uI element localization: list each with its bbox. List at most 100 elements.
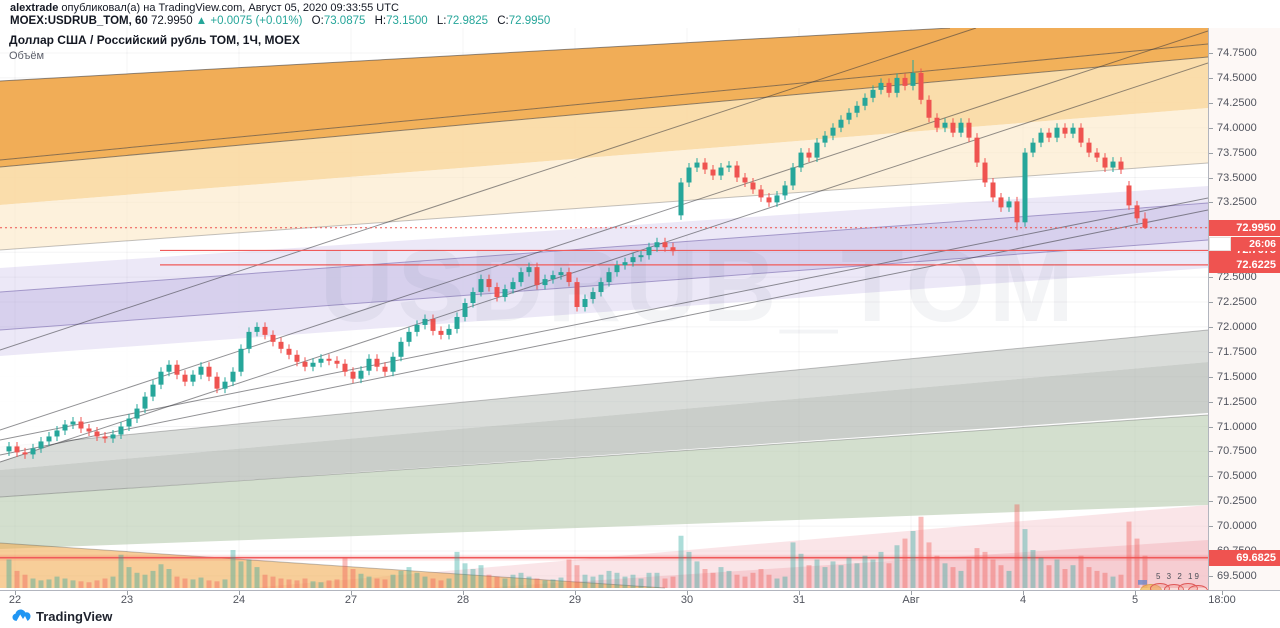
low-value: 72.9825 <box>446 15 489 27</box>
price-label: 72.2500 <box>1217 296 1257 308</box>
close-value: 72.9950 <box>508 15 551 27</box>
time-tick <box>1135 591 1136 595</box>
price-tick <box>1209 302 1213 303</box>
time-tick <box>463 591 464 595</box>
time-label: 31 <box>792 594 806 606</box>
candlestick-chart[interactable] <box>0 28 1208 590</box>
time-label: 27 <box>344 594 358 606</box>
price-tick <box>1209 376 1213 378</box>
price-label: 72.0000 <box>1217 320 1257 333</box>
price-label: 71.0000 <box>1217 420 1257 433</box>
time-tick <box>15 591 16 595</box>
bar-countdown: 26:06 <box>1209 236 1280 251</box>
footer: TradingView <box>0 608 1280 628</box>
author-name[interactable]: alextrade <box>10 2 59 14</box>
time-tick <box>351 591 352 595</box>
candles[interactable] <box>6 59 1148 459</box>
last-price: 72.9950 <box>151 15 193 27</box>
chart-legend[interactable]: Доллар США / Российский рубль ТОМ, 1Ч, M… <box>9 33 300 62</box>
countdown-value: 26:06 <box>1231 236 1280 251</box>
time-tick <box>687 591 688 595</box>
low-label: L: <box>436 15 447 27</box>
price-label: 73.2500 <box>1217 196 1257 209</box>
time-tick <box>127 591 128 595</box>
price-label: 74.0000 <box>1217 121 1257 134</box>
price-tick <box>1209 202 1213 204</box>
price-tick <box>1209 476 1213 478</box>
price-tick <box>1209 177 1213 179</box>
price-label: 71.2500 <box>1217 395 1257 408</box>
flag-icon <box>1138 580 1147 588</box>
price-label: 74.2500 <box>1217 96 1257 109</box>
purple-channel <box>0 186 1208 356</box>
tradingview-cloud-icon <box>12 609 31 621</box>
price-label: 70.5000 <box>1217 470 1257 483</box>
symbol-info-line: MOEX:USDRUB_TOM, 60 72.9950 ▲ +0.0075 (+… <box>10 15 550 27</box>
open-label: O: <box>311 15 324 27</box>
lower-channels <box>0 329 1208 589</box>
price-tick <box>1209 575 1213 577</box>
time-label: 5 <box>1131 594 1139 606</box>
tradingview-logo[interactable]: TradingView <box>12 608 112 624</box>
marker-counts: 5 3 2 19 <box>1156 572 1201 581</box>
high-label: H: <box>374 15 387 27</box>
price-tick <box>1209 102 1213 104</box>
time-tick <box>799 591 800 595</box>
price-tick <box>1209 526 1213 528</box>
price-tick <box>1209 326 1213 328</box>
publish-note: опубликовал(а) на TradingView.com, Авгус… <box>61 2 399 14</box>
volume-bars <box>6 504 1148 588</box>
price-label: 71.7500 <box>1217 345 1257 358</box>
publish-info: alextrade опубликовал(а) на TradingView.… <box>10 2 399 14</box>
time-label: 4 <box>1019 594 1027 606</box>
price-label: 74.5000 <box>1217 71 1257 84</box>
price-tick <box>1209 351 1213 353</box>
time-label: Авг <box>902 594 920 606</box>
price-tick <box>1209 277 1213 279</box>
price-label: 69.5000 <box>1217 569 1257 582</box>
price-tick <box>1209 501 1213 503</box>
symbol-name[interactable]: MOEX:USDRUB_TOM, 60 <box>10 15 148 27</box>
alert-price-badge[interactable]: 69.6825 <box>1209 549 1280 566</box>
price-tick <box>1209 77 1213 79</box>
close-label: C: <box>497 15 509 27</box>
price-label: 71.5000 <box>1217 370 1257 383</box>
price-label: 70.2500 <box>1217 495 1257 508</box>
current-price-badge[interactable]: 72.9950 <box>1209 219 1280 236</box>
orange-channel <box>0 28 1208 251</box>
indicator-label[interactable]: Объём <box>9 50 45 62</box>
time-label: 18:00 <box>1208 594 1236 606</box>
alert-price-badge[interactable]: 72.6225 <box>1209 256 1280 273</box>
price-label: 70.0000 <box>1217 520 1257 533</box>
alert-lines[interactable] <box>0 227 1208 561</box>
price-axis[interactable]: 74.7500 74.5000 74.2500 74.0000 73.7500 73.50… <box>1208 28 1280 590</box>
time-tick <box>1222 591 1223 595</box>
up-arrow-icon: ▲ <box>195 15 208 27</box>
price-label: 73.7500 <box>1217 146 1257 159</box>
price-tick <box>1209 53 1213 54</box>
time-tick <box>911 591 912 595</box>
time-label: 24 <box>232 594 246 606</box>
price-tick <box>1209 426 1213 428</box>
time-tick <box>239 591 240 595</box>
price-tick <box>1209 152 1213 154</box>
time-axis[interactable]: 22 23 24 27 28 29 30 31 Авг 4 5 18:00 <box>0 590 1280 609</box>
time-label: 29 <box>568 594 582 606</box>
chart-pane[interactable]: USDRUB_TOM <box>0 28 1208 597</box>
symbol-watermark: USDRUB_TOM <box>320 229 1078 343</box>
time-tick <box>1023 591 1024 595</box>
time-label: 23 <box>120 594 134 606</box>
time-label: 28 <box>456 594 470 606</box>
time-label: 30 <box>680 594 694 606</box>
brand-name: TradingView <box>36 608 113 624</box>
price-tick <box>1209 127 1213 129</box>
countdown-spacer <box>1209 236 1231 251</box>
price-label: 74.7500 <box>1217 47 1257 59</box>
price-tick <box>1209 401 1213 403</box>
price-label: 72.5000 <box>1217 271 1257 284</box>
time-label: 22 <box>8 594 22 606</box>
chart-title[interactable]: Доллар США / Российский рубль ТОМ, 1Ч, M… <box>9 33 300 47</box>
price-change: +0.0075 (+0.01%) <box>210 15 303 27</box>
price-tick <box>1209 451 1213 453</box>
